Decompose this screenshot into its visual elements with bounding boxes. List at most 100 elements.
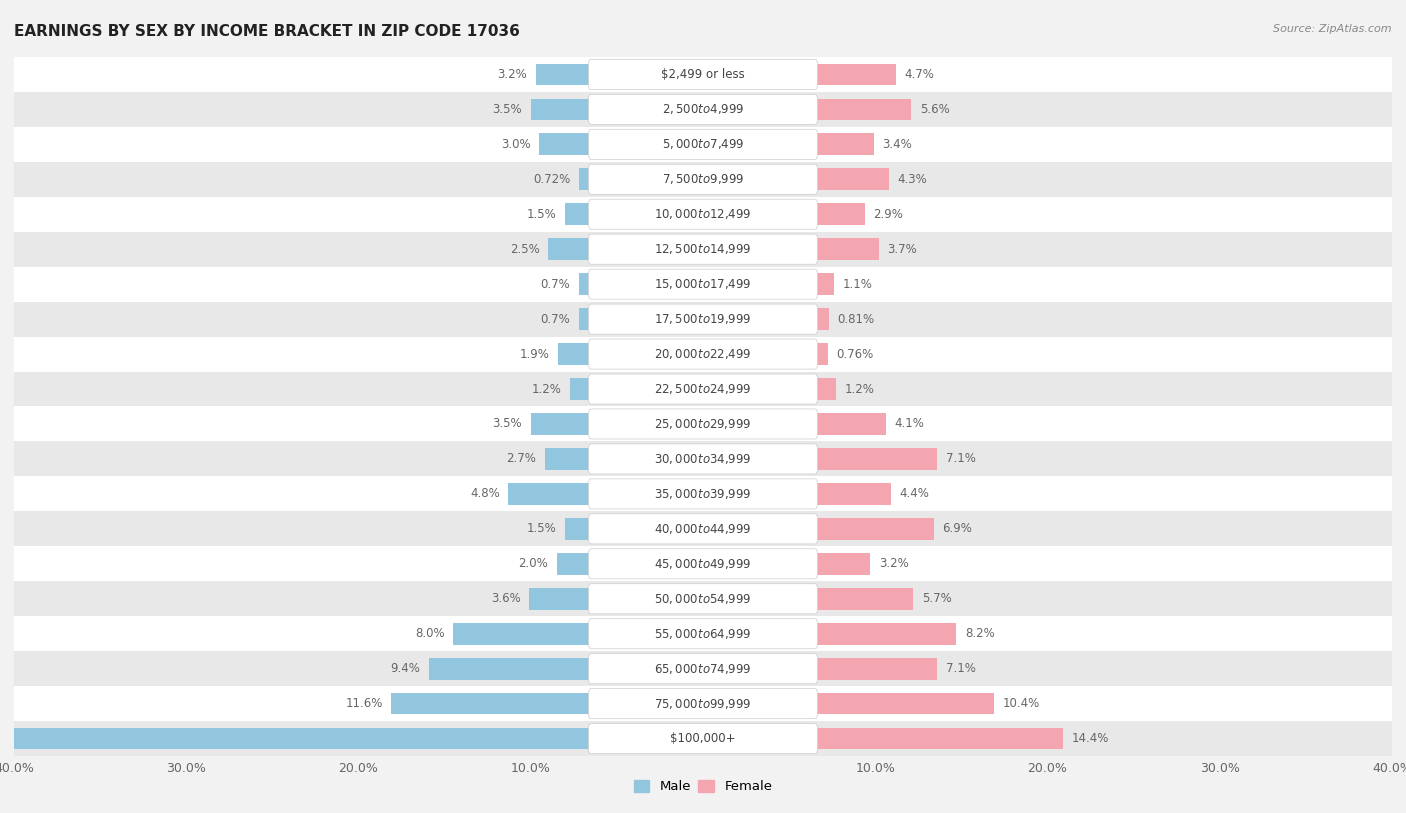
Text: $75,000 to $99,999: $75,000 to $99,999 — [654, 697, 752, 711]
Text: 1.2%: 1.2% — [844, 383, 875, 395]
Bar — [14, 197, 1392, 232]
Bar — [565, 518, 591, 540]
Bar — [14, 406, 1392, 441]
Bar — [815, 63, 896, 85]
FancyBboxPatch shape — [589, 619, 817, 649]
Bar — [815, 553, 870, 575]
Bar — [14, 651, 1392, 686]
Bar — [815, 378, 835, 400]
Text: 1.5%: 1.5% — [527, 523, 557, 535]
Bar — [1, 728, 591, 750]
Bar — [14, 686, 1392, 721]
Bar — [14, 127, 1392, 162]
FancyBboxPatch shape — [589, 479, 817, 509]
Bar — [565, 203, 591, 225]
Text: $12,500 to $14,999: $12,500 to $14,999 — [654, 242, 752, 256]
Bar — [529, 588, 591, 610]
Text: 8.0%: 8.0% — [415, 628, 444, 640]
Text: $35,000 to $39,999: $35,000 to $39,999 — [654, 487, 752, 501]
Text: 2.0%: 2.0% — [519, 558, 548, 570]
Bar — [579, 168, 591, 190]
FancyBboxPatch shape — [589, 654, 817, 684]
Bar — [815, 728, 1063, 750]
Text: $20,000 to $22,499: $20,000 to $22,499 — [654, 347, 752, 361]
Bar — [14, 616, 1392, 651]
Bar — [815, 308, 830, 330]
Bar — [815, 273, 834, 295]
FancyBboxPatch shape — [589, 689, 817, 719]
FancyBboxPatch shape — [589, 94, 817, 124]
Text: EARNINGS BY SEX BY INCOME BRACKET IN ZIP CODE 17036: EARNINGS BY SEX BY INCOME BRACKET IN ZIP… — [14, 24, 520, 39]
Text: 0.7%: 0.7% — [541, 313, 571, 325]
Bar — [14, 511, 1392, 546]
Bar — [14, 372, 1392, 406]
Text: 2.5%: 2.5% — [509, 243, 540, 255]
Text: 4.7%: 4.7% — [904, 68, 935, 80]
Text: 1.1%: 1.1% — [842, 278, 872, 290]
FancyBboxPatch shape — [589, 374, 817, 404]
FancyBboxPatch shape — [589, 129, 817, 159]
FancyBboxPatch shape — [589, 514, 817, 544]
Bar — [558, 343, 591, 365]
Bar — [14, 337, 1392, 372]
FancyBboxPatch shape — [589, 444, 817, 474]
Text: $65,000 to $74,999: $65,000 to $74,999 — [654, 662, 752, 676]
FancyBboxPatch shape — [589, 584, 817, 614]
Bar — [14, 581, 1392, 616]
Bar — [14, 721, 1392, 756]
Bar — [815, 693, 994, 715]
Text: 14.4%: 14.4% — [1071, 733, 1109, 745]
Text: $100,000+: $100,000+ — [671, 733, 735, 745]
Text: 3.4%: 3.4% — [882, 138, 912, 150]
Bar — [815, 98, 911, 120]
FancyBboxPatch shape — [589, 269, 817, 299]
Bar — [14, 57, 1392, 92]
Bar — [815, 518, 934, 540]
Bar — [815, 588, 912, 610]
Text: $15,000 to $17,499: $15,000 to $17,499 — [654, 277, 752, 291]
Text: 3.5%: 3.5% — [492, 418, 522, 430]
FancyBboxPatch shape — [589, 304, 817, 334]
Text: 7.1%: 7.1% — [946, 663, 976, 675]
Bar — [815, 238, 879, 260]
Text: 5.6%: 5.6% — [920, 103, 950, 115]
Bar — [14, 232, 1392, 267]
Text: 3.0%: 3.0% — [501, 138, 531, 150]
Bar — [815, 413, 886, 435]
Text: $10,000 to $12,499: $10,000 to $12,499 — [654, 207, 752, 221]
Bar — [571, 378, 591, 400]
Text: 0.72%: 0.72% — [533, 173, 569, 185]
Bar — [815, 483, 891, 505]
Text: 0.76%: 0.76% — [837, 348, 875, 360]
Bar — [548, 238, 591, 260]
Text: $45,000 to $49,999: $45,000 to $49,999 — [654, 557, 752, 571]
FancyBboxPatch shape — [589, 409, 817, 439]
Text: $7,500 to $9,999: $7,500 to $9,999 — [662, 172, 744, 186]
Text: 4.8%: 4.8% — [470, 488, 499, 500]
FancyBboxPatch shape — [589, 59, 817, 89]
Bar — [544, 448, 591, 470]
Text: $40,000 to $44,999: $40,000 to $44,999 — [654, 522, 752, 536]
FancyBboxPatch shape — [589, 199, 817, 229]
Bar — [815, 623, 956, 645]
Bar — [453, 623, 591, 645]
Text: 8.2%: 8.2% — [965, 628, 994, 640]
Text: $22,500 to $24,999: $22,500 to $24,999 — [654, 382, 752, 396]
Text: 1.5%: 1.5% — [527, 208, 557, 220]
Bar — [14, 546, 1392, 581]
Text: $55,000 to $64,999: $55,000 to $64,999 — [654, 627, 752, 641]
Text: 3.2%: 3.2% — [879, 558, 908, 570]
Bar — [14, 476, 1392, 511]
Bar — [509, 483, 591, 505]
Text: $5,000 to $7,499: $5,000 to $7,499 — [662, 137, 744, 151]
Text: 10.4%: 10.4% — [1002, 698, 1040, 710]
Bar — [579, 273, 591, 295]
Text: 2.9%: 2.9% — [873, 208, 904, 220]
Text: 3.2%: 3.2% — [498, 68, 527, 80]
Text: 11.6%: 11.6% — [346, 698, 382, 710]
Bar — [391, 693, 591, 715]
Text: $17,500 to $19,999: $17,500 to $19,999 — [654, 312, 752, 326]
Text: 1.9%: 1.9% — [520, 348, 550, 360]
FancyBboxPatch shape — [589, 339, 817, 369]
Text: 4.3%: 4.3% — [897, 173, 928, 185]
